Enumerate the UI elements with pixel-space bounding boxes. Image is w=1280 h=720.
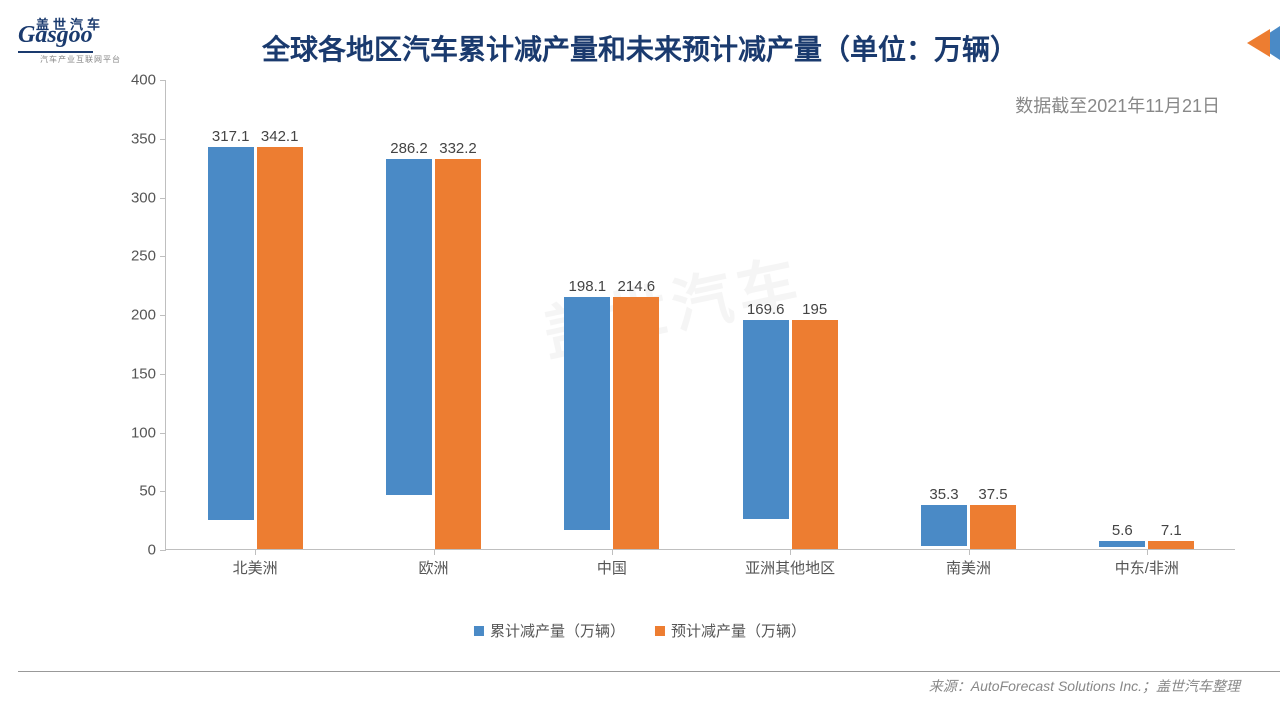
y-tick bbox=[160, 80, 166, 81]
bar-group: 286.2332.2欧洲 bbox=[386, 159, 481, 549]
y-tick bbox=[160, 491, 166, 492]
bar-group: 5.67.1中东/非洲 bbox=[1099, 541, 1194, 549]
plot-area: 050100150200250300350400317.1342.1北美洲286… bbox=[165, 80, 1235, 550]
x-axis-label: 中东/非洲 bbox=[1115, 557, 1179, 578]
bar-value-label: 195 bbox=[802, 301, 827, 318]
legend-label: 预计减产量（万辆） bbox=[671, 620, 806, 641]
y-tick bbox=[160, 433, 166, 434]
bar-group: 169.6195亚洲其他地区 bbox=[743, 320, 838, 549]
y-tick bbox=[160, 374, 166, 375]
bar-value-label: 332.2 bbox=[439, 140, 477, 157]
y-tick bbox=[160, 315, 166, 316]
bar: 7.1 bbox=[1148, 541, 1194, 549]
legend-item: 预计减产量（万辆） bbox=[655, 620, 806, 641]
bar: 332.2 bbox=[435, 159, 481, 549]
bar-group: 35.337.5南美洲 bbox=[921, 505, 1016, 549]
bar: 5.6 bbox=[1099, 541, 1145, 548]
bar-value-label: 286.2 bbox=[390, 140, 428, 157]
bar-value-label: 214.6 bbox=[618, 278, 656, 295]
x-tick bbox=[969, 549, 970, 555]
bar-value-label: 7.1 bbox=[1161, 522, 1182, 539]
source-text: 来源：AutoForecast Solutions Inc.；盖世汽车整理 bbox=[929, 676, 1240, 696]
y-axis-label: 250 bbox=[131, 248, 156, 265]
x-tick bbox=[255, 549, 256, 555]
x-axis-label: 欧洲 bbox=[418, 557, 448, 578]
y-tick bbox=[160, 198, 166, 199]
bar-group: 317.1342.1北美洲 bbox=[208, 147, 303, 549]
bar: 35.3 bbox=[921, 505, 967, 546]
bar: 342.1 bbox=[257, 147, 303, 549]
x-tick bbox=[434, 549, 435, 555]
corner-arrow-icon bbox=[1232, 26, 1280, 60]
legend: 累计减产量（万辆） 预计减产量（万辆） bbox=[474, 620, 806, 641]
footer-divider bbox=[18, 671, 1280, 672]
bar-value-label: 35.3 bbox=[929, 486, 958, 503]
logo-sub: 汽车产业互联网平台 bbox=[40, 54, 121, 65]
logo-brand: Gasgoo bbox=[18, 22, 93, 53]
bar: 317.1 bbox=[208, 147, 254, 520]
bar-value-label: 198.1 bbox=[569, 278, 607, 295]
bar: 198.1 bbox=[564, 297, 610, 530]
x-axis-label: 北美洲 bbox=[233, 557, 278, 578]
x-axis-label: 中国 bbox=[597, 557, 627, 578]
y-axis-label: 300 bbox=[131, 189, 156, 206]
bar-value-label: 37.5 bbox=[978, 486, 1007, 503]
bar-value-label: 5.6 bbox=[1112, 522, 1133, 539]
bar-value-label: 342.1 bbox=[261, 128, 299, 145]
y-tick bbox=[160, 550, 166, 551]
x-tick bbox=[1147, 549, 1148, 555]
legend-item: 累计减产量（万辆） bbox=[474, 620, 625, 641]
x-axis-label: 南美洲 bbox=[946, 557, 991, 578]
bar-value-label: 317.1 bbox=[212, 128, 250, 145]
legend-swatch bbox=[474, 626, 484, 636]
y-axis-label: 150 bbox=[131, 365, 156, 382]
bar-chart: 050100150200250300350400317.1342.1北美洲286… bbox=[125, 80, 1235, 590]
x-tick bbox=[790, 549, 791, 555]
y-axis-label: 50 bbox=[139, 483, 156, 500]
bar: 195 bbox=[792, 320, 838, 549]
bar: 37.5 bbox=[970, 505, 1016, 549]
bar: 214.6 bbox=[613, 297, 659, 549]
y-axis-label: 350 bbox=[131, 130, 156, 147]
chart-title: 全球各地区汽车累计减产量和未来预计减产量（单位：万辆） bbox=[262, 28, 1018, 68]
bar-group: 198.1214.6中国 bbox=[564, 297, 659, 549]
y-axis-label: 200 bbox=[131, 307, 156, 324]
legend-label: 累计减产量（万辆） bbox=[490, 620, 625, 641]
bar-value-label: 169.6 bbox=[747, 301, 785, 318]
legend-swatch bbox=[655, 626, 665, 636]
x-tick bbox=[612, 549, 613, 555]
y-tick bbox=[160, 139, 166, 140]
y-axis-label: 100 bbox=[131, 424, 156, 441]
bar: 286.2 bbox=[386, 159, 432, 495]
y-axis-label: 0 bbox=[148, 542, 156, 559]
x-axis-label: 亚洲其他地区 bbox=[745, 557, 835, 578]
y-tick bbox=[160, 256, 166, 257]
bar: 169.6 bbox=[743, 320, 789, 519]
y-axis-label: 400 bbox=[131, 72, 156, 89]
